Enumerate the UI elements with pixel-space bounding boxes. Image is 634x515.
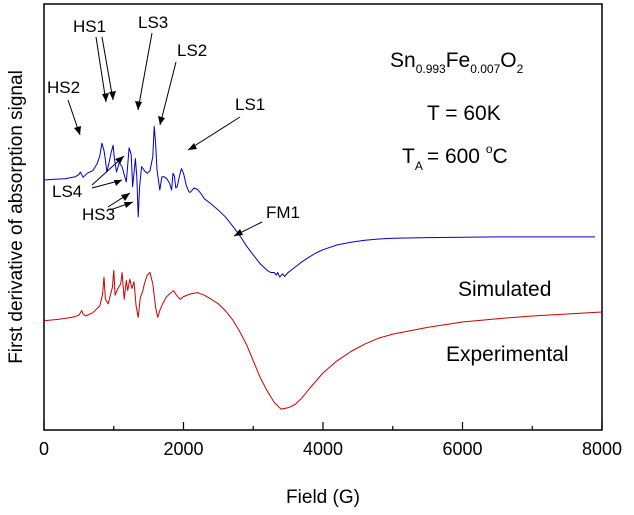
x-tick-label: 2000 [163, 439, 203, 459]
x-tick-label: 0 [39, 439, 49, 459]
series-line-experimental [43, 269, 603, 410]
sample-label: Sn0.993Fe0.007O2 [390, 49, 524, 76]
annotation-ls2: LS2 [177, 41, 207, 60]
arrowhead-ls4-b [114, 180, 122, 186]
arrowhead-fm1 [234, 229, 243, 236]
arrow-hs1-a [95, 36, 107, 103]
x-axis-title: Field (G) [286, 487, 360, 508]
arrow-ls2 [159, 61, 177, 126]
arrowhead-ls4-a [115, 156, 124, 164]
series-label-simulated: Simulated [458, 278, 551, 301]
anneal-label: TA = 600 oC [402, 142, 508, 173]
arrowhead-hs3-a [121, 193, 130, 201]
arrowhead-hs1-a [102, 93, 109, 102]
arrow-ls1 [187, 116, 241, 151]
annotation-ls3: LS3 [138, 13, 168, 32]
x-tick-label: 8000 [582, 439, 622, 459]
x-axis-tick-labels: 0 2000 4000 6000 8000 [39, 439, 622, 459]
arrow-hs1-b [101, 36, 114, 101]
x-tick-label: 6000 [442, 439, 482, 459]
arrowhead-ls3 [135, 101, 142, 110]
series-line-simulated [43, 125, 595, 278]
x-axis-ticks [43, 422, 603, 430]
annotation-hs3: HS3 [82, 205, 115, 224]
arrowhead-hs2 [74, 126, 81, 135]
annotation-hs2: HS2 [47, 78, 80, 97]
arrow-ls3 [137, 32, 153, 111]
arrowhead-hs3-b [124, 202, 133, 208]
y-axis-title: First derivative of absorption signal [6, 70, 27, 364]
x-tick-label: 4000 [303, 439, 343, 459]
series-label-experimental: Experimental [446, 343, 569, 366]
series-layer [43, 125, 603, 410]
annotation-hs1: HS1 [73, 17, 106, 36]
arrowhead-ls1 [188, 143, 197, 150]
arrowhead-hs1-b [109, 91, 116, 100]
annotation-arrowheads [74, 91, 243, 236]
annotation-ls1: LS1 [235, 95, 265, 114]
temperature-label: T = 60K [427, 102, 501, 125]
annotation-fm1: FM1 [266, 203, 300, 222]
arrowhead-ls2 [158, 116, 165, 125]
annotation-ls4: LS4 [52, 182, 82, 201]
